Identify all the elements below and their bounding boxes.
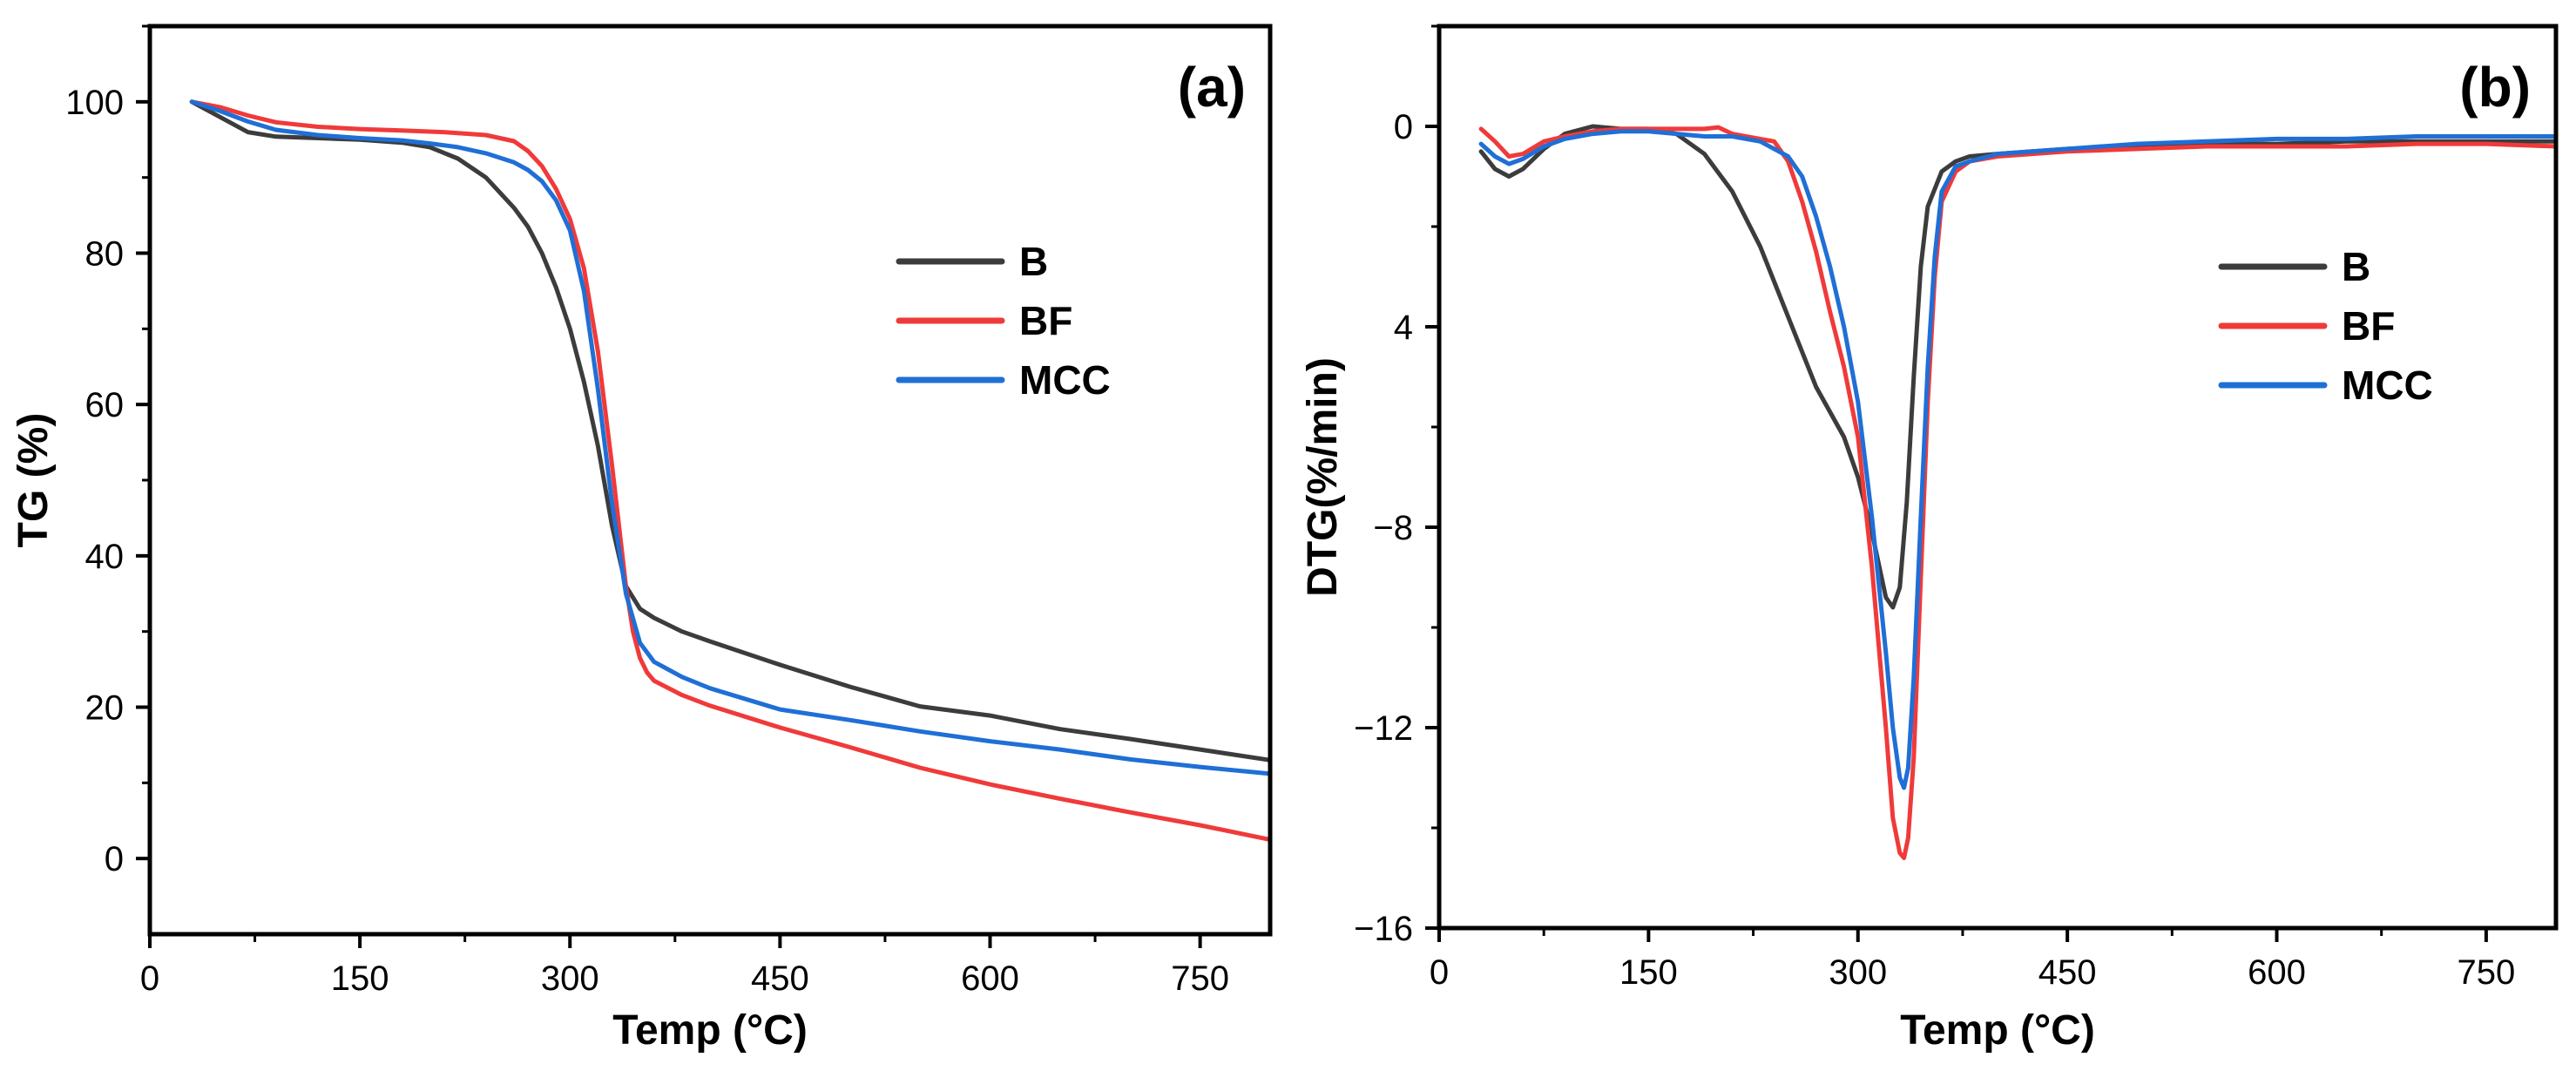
y-tick-label: −16 <box>1354 910 1413 948</box>
y-tick-label: 0 <box>1394 108 1413 146</box>
series-line-mcc <box>189 99 1270 776</box>
y-tick-label: −12 <box>1354 709 1413 748</box>
x-tick-label: 600 <box>2248 953 2306 992</box>
legend-label-bf: BF <box>1019 298 1072 343</box>
y-axis-title: TG (%) <box>10 413 57 548</box>
x-tick-label: 300 <box>541 959 599 998</box>
series-line-bf <box>189 99 1270 842</box>
series-line-b <box>189 99 1270 763</box>
x-tick-label: 0 <box>140 959 159 998</box>
x-tick-label: 600 <box>961 959 1019 998</box>
y-tick-label: 40 <box>85 538 125 576</box>
plot-frame <box>147 24 1273 937</box>
x-tick-label: 750 <box>1171 959 1229 998</box>
x-tick-label: 450 <box>2038 953 2097 992</box>
x-tick-label: 450 <box>751 959 809 998</box>
panel-a: 0 150 300 450 600 750 0 20 40 60 80 100 Temp (°C) TG … <box>10 24 1273 1054</box>
panel-label: (b) <box>2459 56 2531 119</box>
legend-label-mcc: MCC <box>1019 357 1111 403</box>
y-tick-label: 60 <box>85 386 125 424</box>
x-axis-title: Temp (°C) <box>612 1007 808 1054</box>
y-tick-label: 100 <box>65 84 124 122</box>
legend-label-mcc: MCC <box>2342 363 2433 408</box>
series-line-b <box>1478 124 2556 610</box>
series-line-mcc <box>1478 129 2556 790</box>
y-tick-label: 4 <box>1394 308 1413 347</box>
y-tick-label: −8 <box>1373 509 1413 547</box>
x-tick-label: 150 <box>1619 953 1678 992</box>
y-axis-title: DTG(%/min) <box>1300 357 1346 597</box>
legend-label-b: B <box>2342 244 2370 289</box>
panel-b: 0 150 300 450 600 750 0 4 −8 −12 −16 Temp (°C) DTG(%… <box>1300 24 2559 1054</box>
plot-frame <box>1437 24 2559 931</box>
x-tick-label: 750 <box>2458 953 2516 992</box>
y-tick-label: 0 <box>105 840 124 878</box>
y-tick-label: 20 <box>85 689 125 728</box>
panel-label: (a) <box>1178 56 1246 119</box>
x-tick-label: 150 <box>331 959 389 998</box>
x-tick-label: 300 <box>1829 953 1887 992</box>
x-tick-label: 0 <box>1430 953 1449 992</box>
legend-label-b: B <box>1019 239 1048 284</box>
legend-label-bf: BF <box>2342 303 2395 349</box>
y-tick-label: 80 <box>85 235 125 274</box>
x-axis-title: Temp (°C) <box>1900 1007 2095 1054</box>
series-line-bf <box>1478 125 2556 860</box>
